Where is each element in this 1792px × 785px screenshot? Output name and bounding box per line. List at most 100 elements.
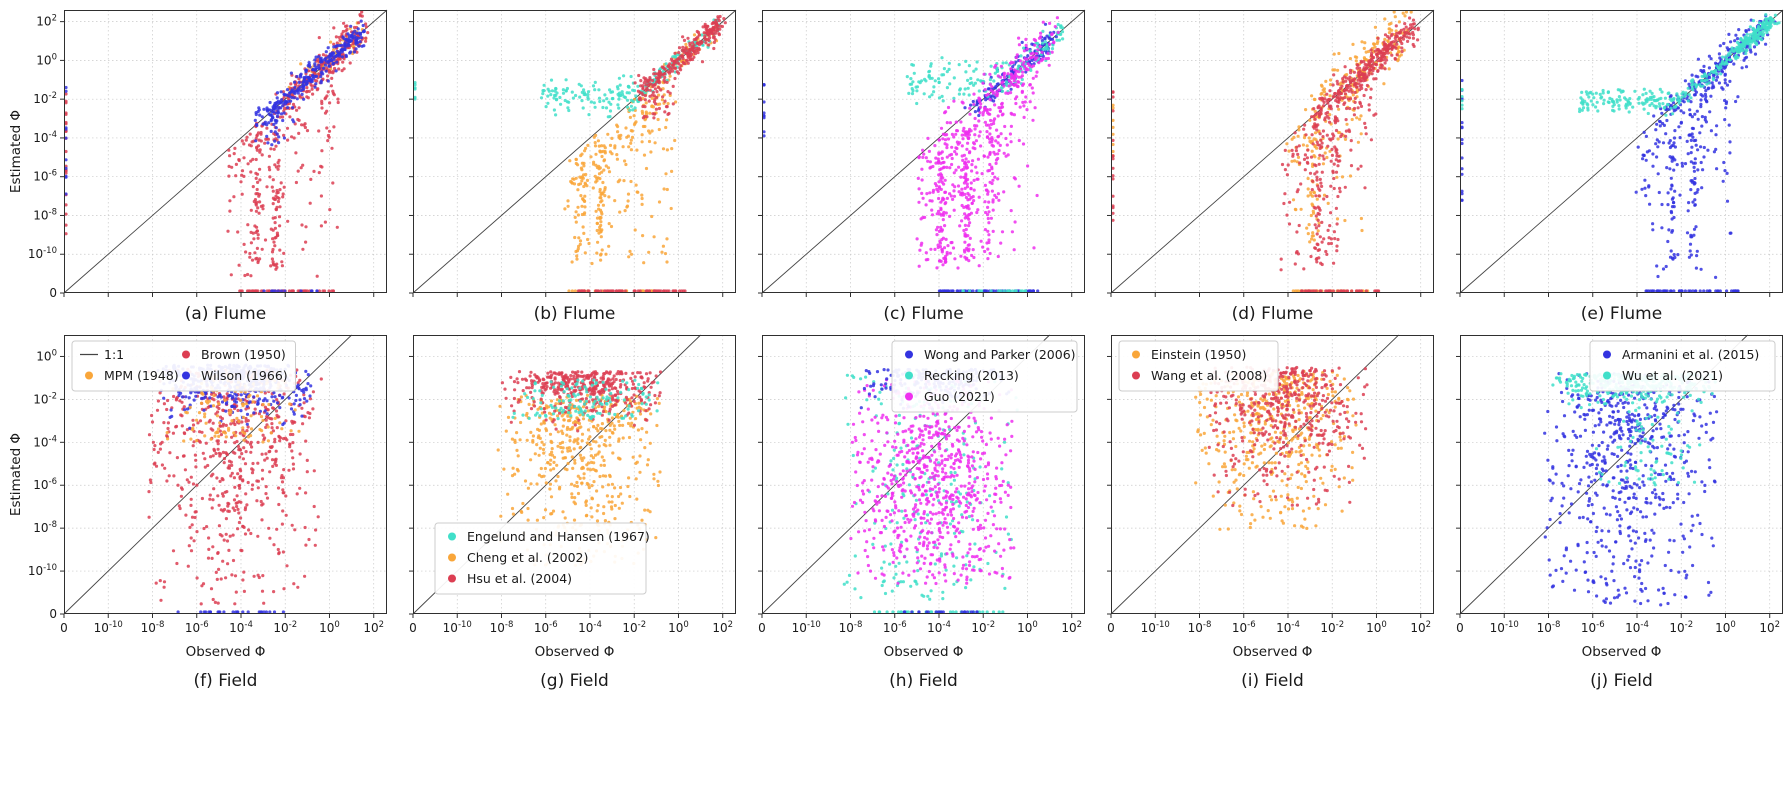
legend-item-label: Recking (2013): [924, 368, 1019, 383]
y-tick-label: 10-2: [33, 91, 57, 106]
plot-border: [1111, 10, 1434, 293]
plot-border: [64, 335, 387, 614]
axis-ticks: [1107, 355, 1422, 618]
x-tick-label: 102: [1759, 620, 1780, 635]
plot-border: [413, 335, 736, 614]
legend-g: Engelund and Hansen (1967) Cheng et al. (…: [434, 522, 650, 595]
legend-item-label: Armanini et al. (2015): [1622, 347, 1759, 362]
legend-marker: [1132, 371, 1140, 380]
y-tick-label: 0: [49, 607, 57, 621]
panel-caption: (i) Field: [1241, 671, 1304, 691]
x-tick-label: 0: [60, 621, 68, 635]
x-axis-title: Observed Φ: [1233, 644, 1313, 660]
x-tick-label: 100: [668, 620, 689, 635]
series-guo-2021-: [915, 16, 1060, 270]
y-tick-label: 0: [49, 286, 57, 300]
legend-marker: [1603, 350, 1611, 359]
legend-marker: [1603, 371, 1611, 380]
x-tick-label: 100: [1366, 620, 1387, 635]
x-tick-label: 0: [1456, 621, 1464, 635]
axis-ticks: [409, 355, 724, 618]
x-axis-title: Observed Φ: [884, 644, 964, 660]
plot-border: [64, 10, 387, 293]
x-tick-label: 10-4: [1625, 620, 1649, 635]
x-tick-label: 10-6: [185, 620, 209, 635]
y-tick-label: 100: [36, 348, 57, 363]
panel-caption: (b) Flume: [534, 304, 616, 324]
axis-ticks: [1456, 355, 1771, 618]
plot-border: [1460, 335, 1783, 614]
panel-caption: (a) Flume: [185, 304, 266, 324]
legend-f: 1:1 MPM (1948) Brown (1950) Wilson (1966): [71, 340, 296, 392]
panel-e: (e) Flume: [1456, 9, 1784, 324]
x-tick-label: 10-4: [1276, 620, 1300, 635]
y-tick-label: 10-10: [28, 246, 57, 261]
panel-caption: (f) Field: [194, 671, 258, 691]
panel-d: (d) Flume: [1107, 9, 1435, 324]
x-axis-title: Observed Φ: [535, 644, 615, 660]
legend-item-label: 1:1: [104, 347, 124, 362]
y-tick-label: 10-8: [33, 520, 57, 535]
y-tick-label: 102: [36, 14, 57, 29]
legend-item-label: MPM (1948): [104, 368, 179, 383]
x-tick-label: 10-8: [1537, 620, 1561, 635]
x-tick-label: 102: [712, 620, 733, 635]
panel-f: 0 10-10 10-8 10-6 10-4 10-2 100 102 100 10-2 10-4 1…: [8, 334, 387, 691]
grid: [413, 10, 736, 293]
x-tick-label: 10-4: [229, 620, 253, 635]
y-tick-label: 10-2: [33, 391, 57, 406]
axis-ticks: [1456, 21, 1771, 297]
panel-i: 0 10-10 10-8 10-6 10-4 10-2 100 102 (i) Field Obs…: [1107, 334, 1434, 691]
y-tick-label: 10-4: [33, 434, 57, 449]
y-axis-title: Estimated Φ: [8, 110, 24, 193]
legend-item-label: Einstein (1950): [1151, 347, 1246, 362]
panel-c: (c) Flume: [758, 9, 1086, 324]
panel-g: 0 10-10 10-8 10-6 10-4 10-2 100 102 (g) Field Obs…: [409, 334, 736, 691]
x-tick-label: 100: [319, 620, 340, 635]
y-tick-label: 100: [36, 52, 57, 67]
legend-item-label: Engelund and Hansen (1967): [467, 529, 650, 544]
legend-item-label: Brown (1950): [201, 347, 286, 362]
x-tick-label: 10-8: [839, 620, 863, 635]
panel-b: (b) Flume: [409, 9, 737, 324]
legend-marker: [1132, 350, 1140, 359]
panel-j: 0 10-10 10-8 10-6 10-4 10-2 100 102 (j) Field Obs…: [1456, 334, 1783, 691]
legend-item-label: Wilson (1966): [201, 368, 288, 383]
x-tick-label: 102: [363, 620, 384, 635]
panel-caption: (h) Field: [889, 671, 958, 691]
x-tick-label: 0: [1107, 621, 1115, 635]
legend-marker: [182, 350, 190, 359]
plot-border: [1111, 335, 1434, 614]
legend-i: Einstein (1950) Wang et al. (2008): [1118, 340, 1279, 392]
panel-h: 0 10-10 10-8 10-6 10-4 10-2 100 102 (h) Field Obs…: [758, 334, 1085, 691]
x-axis-title: Observed Φ: [186, 644, 266, 660]
legend-marker: [905, 371, 913, 380]
x-tick-label: 10-6: [883, 620, 907, 635]
legend-item-label: Wu et al. (2021): [1622, 368, 1723, 383]
x-tick-label: 10-2: [1320, 620, 1344, 635]
x-tick-label: 10-10: [1490, 620, 1519, 635]
legend-item-label: Guo (2021): [924, 389, 995, 404]
x-axis-title: Observed Φ: [1582, 644, 1662, 660]
y-tick-label: 10-6: [33, 477, 57, 492]
axis-ticks: [409, 21, 724, 297]
grid: [1460, 10, 1783, 293]
x-tick-label: 102: [1410, 620, 1431, 635]
panel-caption: (c) Flume: [883, 304, 963, 324]
x-tick-label: 10-10: [94, 620, 123, 635]
x-tick-label: 100: [1017, 620, 1038, 635]
legend-j: Armanini et al. (2015) Wu et al. (2021): [1589, 340, 1776, 392]
axis-ticks: [758, 355, 1073, 618]
x-tick-label: 10-2: [273, 620, 297, 635]
x-tick-label: 10-4: [578, 620, 602, 635]
legend-marker: [448, 553, 456, 562]
legend-item-label: Wong and Parker (2006): [924, 347, 1076, 362]
x-tick-label: 0: [409, 621, 417, 635]
panel-caption: (d) Flume: [1232, 304, 1314, 324]
x-tick-label: 100: [1715, 620, 1736, 635]
y-tick-label: 10-6: [33, 169, 57, 184]
legend-item-label: Cheng et al. (2002): [467, 550, 588, 565]
one-to-one-line: [1110, 334, 1399, 615]
legend-marker: [448, 574, 456, 583]
